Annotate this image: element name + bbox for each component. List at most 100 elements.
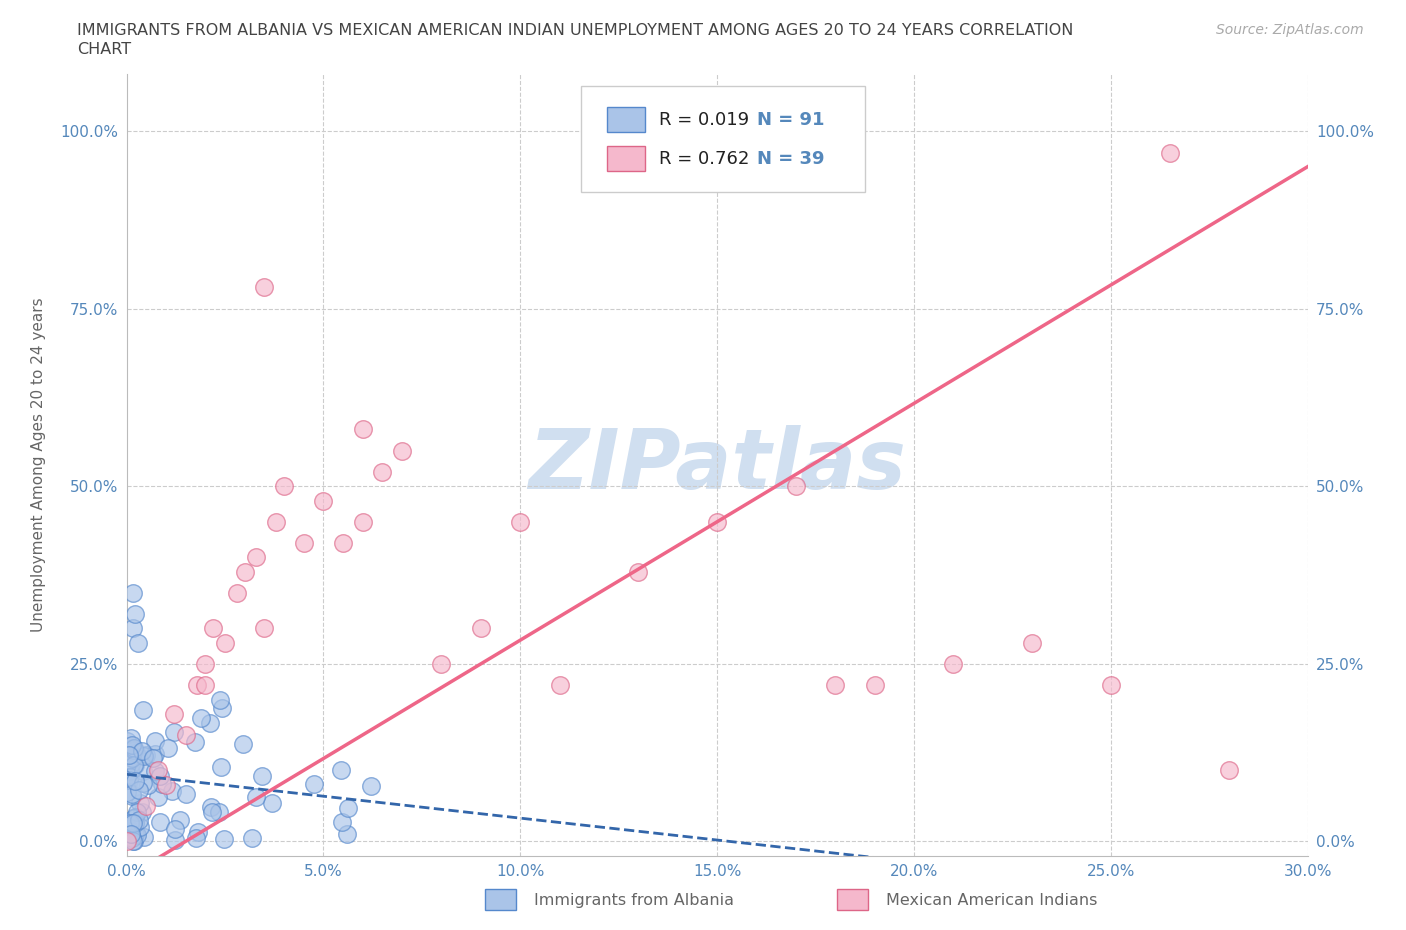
Point [121,789,143,804]
Point [129,796,152,811]
Point [125,804,148,819]
Point [194,678,217,693]
Point [118,773,141,788]
Point [117,820,139,835]
Point [1159,145,1181,160]
Text: R = 0.762: R = 0.762 [659,150,749,167]
Point [122,740,145,755]
Point [253,621,276,636]
FancyBboxPatch shape [607,146,645,171]
Point [209,760,232,775]
Point [509,514,531,529]
FancyBboxPatch shape [581,86,865,192]
Text: ZIPatlas: ZIPatlas [529,424,905,506]
Point [120,764,142,778]
Point [202,621,225,636]
Point [352,422,374,437]
Point [198,716,221,731]
Point [163,706,186,721]
Point [233,565,256,579]
Point [132,702,155,717]
Point [150,777,173,791]
Point [214,635,236,650]
Point [391,444,413,458]
Point [155,777,177,792]
Point [117,818,139,833]
Point [262,795,284,810]
Point [186,825,208,840]
Point [149,769,172,784]
Text: IMMIGRANTS FROM ALBANIA VS MEXICAN AMERICAN INDIAN UNEMPLOYMENT AMONG AGES 20 TO: IMMIGRANTS FROM ALBANIA VS MEXICAN AMERI… [77,23,1074,38]
Point [121,737,143,752]
Point [360,778,382,793]
Point [127,635,149,650]
Point [312,493,335,508]
Point [121,816,143,830]
Text: Immigrants from Albania: Immigrants from Albania [534,893,734,908]
Point [232,737,254,751]
Point [122,740,145,755]
Point [120,756,142,771]
Point [211,700,233,715]
Text: R = 0.019: R = 0.019 [659,111,749,128]
Point [128,782,150,797]
Point [190,711,212,725]
Point [430,657,453,671]
Point [785,479,807,494]
Text: N = 91: N = 91 [758,111,825,128]
Point [186,830,208,845]
Point [125,746,148,761]
Y-axis label: Unemployment Among Ages 20 to 24 years: Unemployment Among Ages 20 to 24 years [31,298,46,632]
Point [330,815,353,830]
Point [143,734,166,749]
Point [1218,763,1240,777]
Point [121,787,143,802]
Point [135,748,157,763]
Point [165,832,187,847]
Point [122,743,145,758]
Point [863,678,886,693]
Point [302,777,325,791]
Point [117,734,139,749]
Text: Source: ZipAtlas.com: Source: ZipAtlas.com [1216,23,1364,37]
Point [336,827,359,842]
Point [240,830,263,845]
Point [149,815,172,830]
Point [115,834,138,849]
Point [225,585,247,600]
Point [156,741,179,756]
Point [124,758,146,773]
Point [121,830,143,845]
Point [163,724,186,739]
Point [245,790,267,804]
Point [332,536,354,551]
Point [706,514,728,529]
Point [122,621,145,636]
Text: Mexican American Indians: Mexican American Indians [886,893,1097,908]
Point [122,585,145,600]
Point [548,678,571,693]
Point [1021,635,1043,650]
Text: CHART: CHART [77,42,131,57]
Point [120,816,142,830]
Point [942,657,965,671]
Point [627,565,650,579]
Point [330,763,353,777]
Point [124,809,146,824]
Point [132,749,155,764]
Point [122,833,145,848]
Point [824,678,846,693]
Point [143,747,166,762]
Point [115,785,138,800]
Point [292,536,315,551]
Point [470,621,492,636]
Point [165,821,187,836]
Point [127,828,149,843]
Point [143,764,166,778]
Point [128,820,150,835]
Point [184,735,207,750]
Point [118,753,141,768]
Point [136,777,159,792]
Point [252,769,274,784]
Point [124,749,146,764]
